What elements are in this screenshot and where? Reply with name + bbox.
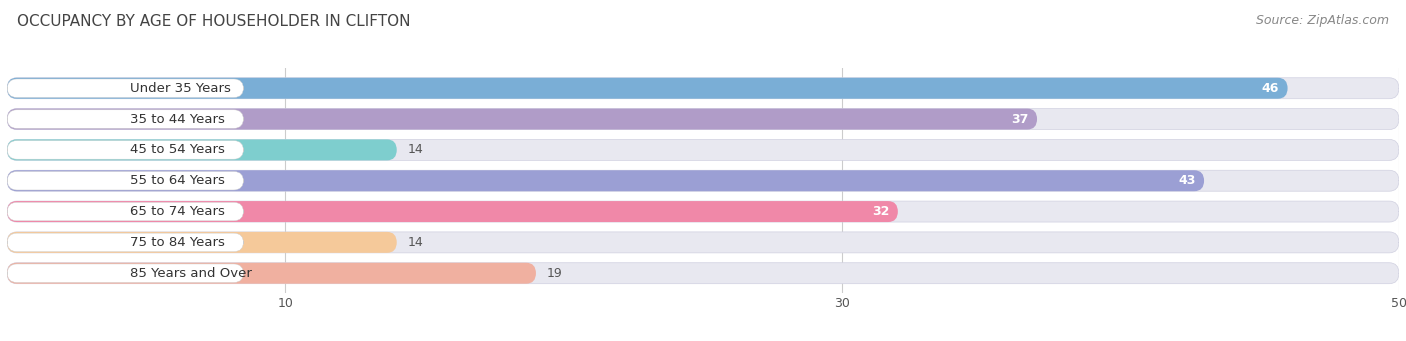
FancyBboxPatch shape [7, 263, 536, 284]
Text: 19: 19 [547, 267, 562, 280]
Text: Source: ZipAtlas.com: Source: ZipAtlas.com [1256, 14, 1389, 27]
FancyBboxPatch shape [7, 264, 243, 282]
FancyBboxPatch shape [7, 140, 243, 159]
Text: 65 to 74 Years: 65 to 74 Years [131, 205, 225, 218]
FancyBboxPatch shape [7, 110, 243, 128]
FancyBboxPatch shape [7, 170, 1204, 191]
FancyBboxPatch shape [7, 232, 396, 253]
FancyBboxPatch shape [7, 78, 1288, 99]
Text: 45 to 54 Years: 45 to 54 Years [131, 144, 225, 157]
FancyBboxPatch shape [7, 108, 1038, 130]
FancyBboxPatch shape [7, 232, 1399, 253]
Text: 14: 14 [408, 144, 423, 157]
Text: 46: 46 [1263, 82, 1279, 95]
Text: 43: 43 [1178, 174, 1195, 187]
FancyBboxPatch shape [7, 108, 1399, 130]
FancyBboxPatch shape [7, 172, 243, 190]
Text: 37: 37 [1011, 113, 1029, 125]
FancyBboxPatch shape [7, 201, 1399, 222]
FancyBboxPatch shape [7, 263, 1399, 284]
FancyBboxPatch shape [7, 139, 1399, 160]
Text: 35 to 44 Years: 35 to 44 Years [131, 113, 225, 125]
Text: 85 Years and Over: 85 Years and Over [131, 267, 252, 280]
FancyBboxPatch shape [7, 78, 1399, 99]
FancyBboxPatch shape [7, 201, 898, 222]
Text: OCCUPANCY BY AGE OF HOUSEHOLDER IN CLIFTON: OCCUPANCY BY AGE OF HOUSEHOLDER IN CLIFT… [17, 14, 411, 29]
FancyBboxPatch shape [7, 202, 243, 221]
Text: Under 35 Years: Under 35 Years [131, 82, 231, 95]
FancyBboxPatch shape [7, 79, 243, 98]
FancyBboxPatch shape [7, 139, 396, 160]
Text: 75 to 84 Years: 75 to 84 Years [131, 236, 225, 249]
FancyBboxPatch shape [7, 170, 1399, 191]
FancyBboxPatch shape [7, 233, 243, 252]
Text: 55 to 64 Years: 55 to 64 Years [131, 174, 225, 187]
Text: 14: 14 [408, 236, 423, 249]
Text: 32: 32 [872, 205, 890, 218]
